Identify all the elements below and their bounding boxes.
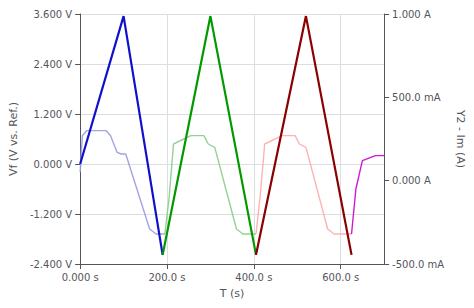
svg-text:Vf (V vs. Ref.): Vf (V vs. Ref.)	[7, 102, 20, 176]
svg-text:600.0 s: 600.0 s	[322, 272, 359, 283]
svg-text:-500.0 mA: -500.0 mA	[392, 259, 444, 270]
svg-text:200.0 s: 200.0 s	[148, 272, 185, 283]
svg-text:500.0 mA: 500.0 mA	[392, 92, 441, 103]
svg-text:2.400 V: 2.400 V	[33, 59, 72, 70]
svg-text:0.000 s: 0.000 s	[62, 272, 99, 283]
svg-text:-1.200 V: -1.200 V	[30, 209, 72, 220]
svg-text:0.000 A: 0.000 A	[392, 175, 431, 186]
svg-text:-2.400 V: -2.400 V	[30, 259, 72, 270]
svg-text:0.000 V: 0.000 V	[33, 159, 72, 170]
svg-text:T (s): T (s)	[219, 287, 245, 300]
svg-text:1.000 A: 1.000 A	[392, 9, 431, 20]
svg-text:Y2 - Im (A): Y2 - Im (A)	[454, 109, 467, 168]
svg-text:400.0 s: 400.0 s	[235, 272, 272, 283]
svg-text:3.600 V: 3.600 V	[33, 9, 72, 20]
svg-text:1.200 V: 1.200 V	[33, 109, 72, 120]
